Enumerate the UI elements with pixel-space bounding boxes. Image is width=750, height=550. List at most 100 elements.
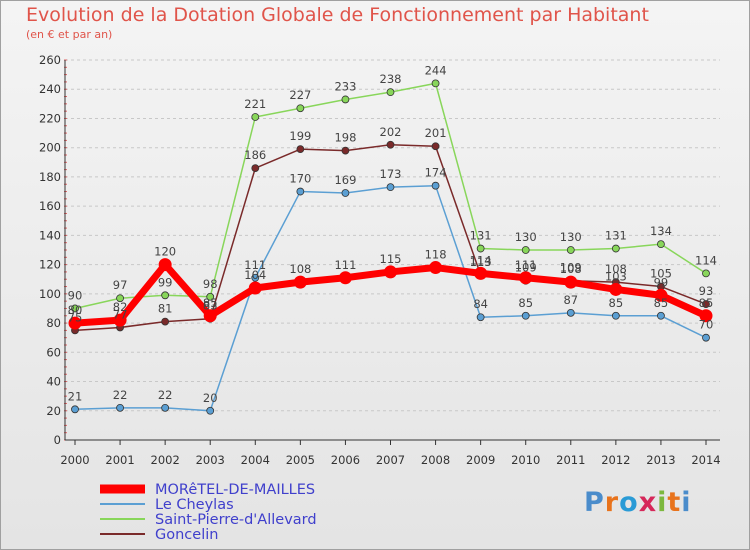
data-point — [386, 88, 395, 97]
data-label: 120 — [154, 245, 176, 259]
data-label: 22 — [158, 388, 173, 402]
data-point — [296, 145, 305, 154]
data-label: 114 — [695, 253, 717, 267]
data-label: 84 — [473, 297, 488, 311]
data-label: 83 — [203, 299, 218, 313]
data-point — [431, 142, 440, 151]
y-tick-label: 180 — [39, 170, 61, 184]
data-label: 244 — [425, 63, 447, 77]
y-tick-label: 120 — [39, 258, 61, 272]
data-point — [657, 240, 665, 249]
data-point — [296, 187, 305, 196]
data-point — [206, 406, 215, 415]
data-point — [296, 104, 305, 113]
data-point — [71, 405, 79, 414]
y-tick-label: 40 — [46, 375, 61, 389]
x-tick-label: 2011 — [556, 453, 585, 467]
data-point — [161, 317, 170, 326]
data-point — [521, 246, 530, 254]
x-tick-label: 2004 — [241, 453, 270, 467]
data-label: 118 — [425, 248, 447, 262]
data-label: 227 — [289, 88, 311, 102]
data-point — [71, 304, 79, 313]
data-point — [611, 311, 620, 320]
data-label: 134 — [650, 224, 672, 238]
data-point — [158, 258, 172, 272]
chart-title: Evolution de la Dotation Globale de Fonc… — [26, 4, 649, 26]
data-label: 82 — [113, 300, 128, 314]
data-point — [431, 79, 440, 88]
y-tick-label: 140 — [39, 228, 61, 242]
data-label: 111 — [334, 258, 356, 272]
data-point — [206, 292, 215, 301]
data-point — [293, 275, 307, 289]
data-point — [116, 403, 124, 412]
data-point — [429, 261, 443, 275]
data-label: 93 — [699, 284, 714, 298]
data-point — [702, 333, 710, 342]
logo-letter: i — [657, 487, 668, 518]
data-label: 22 — [113, 388, 128, 402]
data-label: 115 — [380, 252, 402, 266]
data-point — [521, 311, 530, 320]
data-label: 169 — [334, 173, 356, 187]
x-tick-label: 2006 — [331, 453, 360, 467]
data-point — [386, 140, 395, 149]
data-label: 131 — [605, 229, 627, 243]
x-tick-label: 2012 — [601, 453, 630, 467]
chart-subtitle: (en € et par an) — [26, 28, 113, 41]
data-label: 20 — [203, 391, 218, 405]
x-tick-label: 2008 — [421, 453, 450, 467]
data-label: 109 — [515, 261, 537, 275]
data-label: 170 — [289, 172, 311, 186]
data-label: 201 — [425, 126, 447, 140]
data-point — [338, 271, 352, 285]
data-point — [611, 244, 620, 253]
data-point — [68, 316, 82, 330]
data-label: 21 — [68, 389, 83, 403]
data-point — [702, 300, 710, 308]
legend-entry: Goncelin — [155, 527, 218, 543]
data-label: 131 — [470, 229, 492, 243]
y-tick-label: 20 — [46, 404, 61, 418]
axes: 0204060801001201401601802002202402602000… — [39, 53, 721, 467]
y-tick-label: 200 — [39, 141, 61, 155]
data-label: 198 — [334, 131, 356, 145]
data-label: 80 — [68, 303, 83, 317]
x-tick-label: 2014 — [691, 453, 720, 467]
data-point — [384, 265, 397, 279]
data-point — [251, 113, 260, 121]
data-label: 77 — [113, 307, 128, 321]
data-label: 113 — [470, 255, 492, 269]
data-point — [386, 183, 395, 192]
data-label: 104 — [244, 268, 266, 282]
x-tick-label: 2003 — [196, 453, 225, 467]
data-point — [566, 308, 575, 317]
data-label: 108 — [289, 262, 311, 276]
data-point — [564, 275, 578, 289]
data-point — [341, 146, 350, 155]
data-label: 105 — [650, 267, 672, 281]
data-point — [161, 291, 170, 300]
y-tick-label: 100 — [39, 287, 61, 301]
y-tick-label: 0 — [54, 433, 61, 447]
data-label: 108 — [605, 262, 627, 276]
logo-letter: P — [584, 487, 605, 518]
data-label: 233 — [334, 79, 356, 93]
data-label: 70 — [699, 318, 714, 332]
grid — [65, 59, 720, 412]
y-tick-label: 60 — [46, 345, 61, 359]
data-label: 85 — [654, 296, 669, 310]
legend-entry: Saint-Pierre-d'Allevard — [155, 512, 317, 528]
data-label: 114 — [470, 253, 492, 267]
data-label: 238 — [380, 72, 402, 86]
data-point — [702, 269, 710, 278]
data-label: 199 — [289, 129, 311, 143]
logo-letter: r — [604, 487, 620, 518]
data-point — [476, 313, 485, 322]
x-tick-label: 2013 — [646, 453, 675, 467]
data-point — [113, 313, 127, 327]
